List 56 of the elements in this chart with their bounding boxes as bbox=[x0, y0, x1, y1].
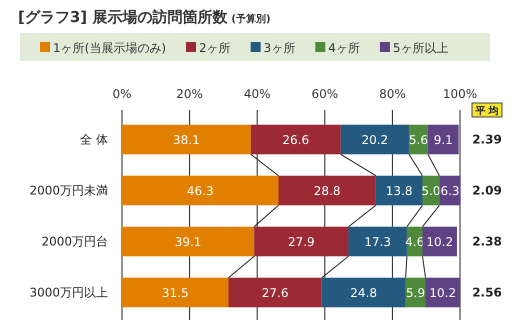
legend-label: 5ヶ所以上 bbox=[392, 41, 449, 55]
bar bbox=[376, 176, 422, 206]
bar bbox=[122, 226, 254, 256]
y-tick-label: 2000万円台 bbox=[41, 234, 108, 248]
x-tick-label: 100% bbox=[442, 87, 478, 101]
data-label: 46.3 bbox=[186, 184, 214, 198]
bar bbox=[254, 226, 348, 256]
data-label: 31.5 bbox=[162, 286, 189, 300]
data-label: 6.3 bbox=[440, 184, 460, 198]
y-tick-label: 2000万円未満 bbox=[29, 184, 108, 198]
data-label: 26.6 bbox=[282, 133, 310, 147]
data-label: 5.6 bbox=[408, 133, 428, 147]
chart-subtitle: (予算別) bbox=[231, 13, 271, 25]
data-label: 10.2 bbox=[426, 235, 454, 249]
bar bbox=[122, 124, 251, 154]
data-label: 5.0 bbox=[421, 184, 440, 198]
data-label: 20.2 bbox=[361, 133, 388, 147]
legend-label: 4ヶ所 bbox=[328, 41, 360, 55]
bar bbox=[122, 176, 278, 206]
data-label: 5.9 bbox=[406, 286, 426, 300]
text: 2.56 bbox=[472, 286, 502, 300]
x-tick-label: 40% bbox=[244, 87, 271, 101]
x-tick-label: 0% bbox=[112, 87, 132, 101]
chart-title: [グラフ3] 展示場の訪問箇所数 bbox=[18, 8, 228, 26]
x-tick-label: 60% bbox=[311, 87, 338, 101]
data-label: 39.1 bbox=[174, 235, 202, 249]
legend-label: 1ヶ所(当展示場のみ) bbox=[53, 41, 166, 55]
legend-label: 3ヶ所 bbox=[264, 41, 296, 55]
y-tick-label: 全 体 bbox=[80, 132, 108, 146]
bar bbox=[250, 124, 341, 154]
data-label: 27.6 bbox=[262, 286, 288, 300]
data-label: 17.3 bbox=[364, 235, 392, 249]
data-label: 9.1 bbox=[434, 133, 453, 147]
text: 2.39 bbox=[472, 132, 502, 146]
text: 平 均 bbox=[474, 105, 499, 117]
data-label: 10.2 bbox=[429, 286, 456, 300]
data-label: 38.1 bbox=[173, 133, 200, 147]
legend-label: 2ヶ所 bbox=[199, 41, 231, 55]
bar bbox=[122, 278, 228, 308]
bar bbox=[426, 278, 460, 308]
data-label: 13.8 bbox=[386, 184, 413, 198]
bar bbox=[278, 176, 376, 206]
text: 2.09 bbox=[472, 184, 502, 198]
data-label: 24.8 bbox=[350, 286, 378, 300]
bar bbox=[422, 226, 457, 256]
x-tick-label: 20% bbox=[176, 87, 203, 101]
data-label: 28.8 bbox=[314, 184, 341, 198]
x-tick-label: 80% bbox=[379, 87, 406, 101]
data-label: 27.9 bbox=[288, 235, 315, 249]
bar bbox=[322, 278, 406, 308]
bar bbox=[428, 124, 459, 154]
bar bbox=[348, 226, 407, 256]
bar bbox=[228, 278, 322, 308]
y-tick-label: 3000万円以上 bbox=[29, 286, 108, 300]
text: 2.38 bbox=[472, 234, 502, 248]
bar bbox=[340, 124, 409, 154]
